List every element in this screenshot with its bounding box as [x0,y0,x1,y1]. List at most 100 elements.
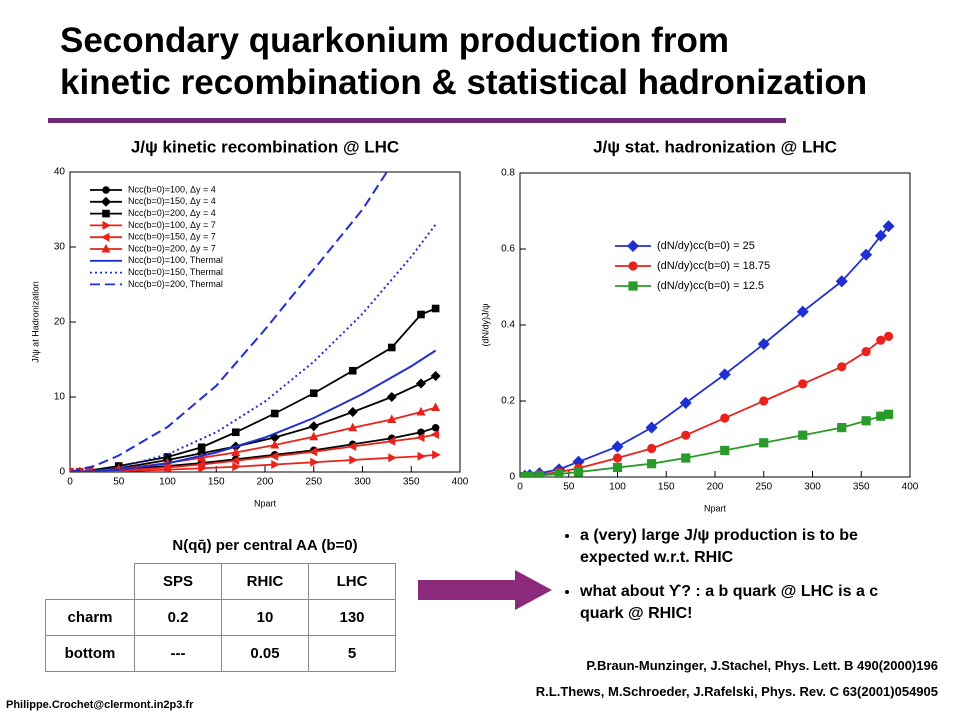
marker [102,209,110,218]
x-axis-label: Npart [704,503,727,513]
y-tick-label: 0 [59,467,65,478]
marker [431,402,441,411]
marker [310,457,319,467]
legend-label: Ncc(b=0)=100, Δy = 4 [128,184,216,194]
x-tick-label: 150 [658,482,675,493]
legend-label: Ncc(b=0)=150, Δy = 7 [128,232,216,242]
marker [100,232,110,242]
legend-label: Ncc(b=0)=200, Thermal [128,279,223,289]
x-tick-label: 300 [354,477,371,488]
marker [102,220,112,230]
legend-label: Ncc(b=0)=200, Δy = 4 [128,208,216,218]
blank-cell [46,528,135,563]
marker [387,414,397,423]
legend-label: Ncc(b=0)=100, Thermal [128,255,223,265]
marker [757,337,770,351]
plot-area [520,220,895,477]
marker [231,447,241,456]
marker [837,362,847,372]
title-line: kinetic recombination & statistical hadr… [60,63,868,102]
marker [647,459,657,469]
marker [347,406,358,418]
x-tick-label: 300 [804,482,821,493]
marker [270,439,280,449]
plot-area [70,172,441,472]
cell: 5 [308,634,396,672]
legend-label: Ncc(b=0)=150, Δy = 4 [128,196,216,206]
marker [271,459,280,470]
row-label: charm [45,598,135,636]
marker [416,406,426,416]
marker [348,366,357,375]
marker [309,389,318,398]
y-tick-label: 0.6 [501,244,515,255]
marker [876,335,886,345]
column-header: RHIC [221,562,309,600]
x-tick-label: 0 [517,482,523,493]
marker [861,416,871,426]
marker [573,467,584,477]
marker [874,229,887,242]
marker [883,331,894,341]
bullets: a (very) large J/ψ production is to be e… [562,525,910,637]
marker [534,470,545,477]
marker [718,368,731,381]
table-title: N(qq̄) per central AA (b=0) [172,536,358,554]
marker [269,451,279,461]
marker [230,456,240,466]
cell: 10 [221,598,309,636]
legend-label: Ncc(b=0)=150, Thermal [128,267,223,277]
marker [102,186,110,194]
marker [231,428,240,437]
series-line [70,307,436,472]
y-tick-label: 40 [54,167,66,178]
marker [626,239,640,253]
marker [612,462,623,473]
marker [417,310,425,319]
x-tick-label: 100 [159,477,176,488]
marker [796,305,809,318]
marker [270,409,279,418]
marker [681,453,691,463]
marker [431,423,440,432]
marker [759,438,769,448]
y-tick-label: 0 [509,472,515,483]
x-tick-label: 400 [452,477,469,488]
series-line [70,172,389,472]
marker [197,452,207,462]
marker [386,391,397,403]
title-rule [48,118,786,123]
column-header: SPS [134,562,222,600]
marker [720,413,730,423]
marker [882,220,895,233]
slide-title: Secondary quarkonium production from kin… [60,20,867,104]
column-header: LHC [308,562,396,600]
marker [387,343,396,352]
x-tick-label: 0 [67,477,73,488]
x-axis-label: Npart [254,498,277,508]
marker [232,462,241,472]
marker [431,304,440,313]
marker [525,471,535,477]
marker [611,440,624,453]
reference: P.Braun-Munzinger, J.Stachel, Phys. Lett… [586,658,938,673]
chart-title: J/ψ stat. hadronization @ LHC [593,137,837,156]
marker [388,453,397,463]
marker [415,432,425,443]
series-line [70,349,437,472]
marker [197,443,206,452]
y-tick-label: 20 [54,317,66,328]
title-line: Secondary quarkonium production from [60,21,729,60]
y-tick-label: 0.2 [501,396,515,407]
marker [860,248,873,261]
cell: --- [134,634,222,672]
x-tick-label: 250 [305,477,322,488]
legend-label: (dN/dy)cc(b=0) = 18.75 [657,260,770,272]
bullet: a (very) large J/ψ production is to be e… [580,525,910,569]
marker [645,421,658,434]
cell: 0.2 [134,598,222,636]
marker [308,447,318,457]
y-axis-label: (dN/dy)J/ψ [480,304,490,347]
